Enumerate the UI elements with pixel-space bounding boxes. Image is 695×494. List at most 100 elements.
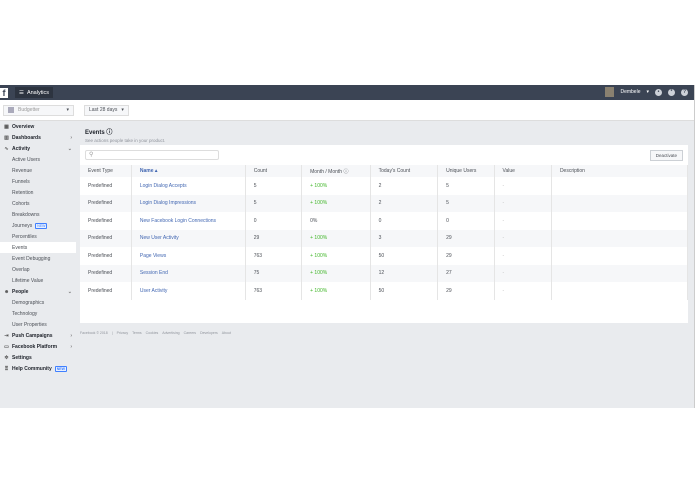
sidebar-item-percentiles[interactable]: Percentiles [0,231,76,242]
user-menu[interactable]: Dembele [620,89,641,95]
table-cell: - [494,229,552,247]
table-row: Predefined Page Views 763 + 100% 50 29- [80,247,689,265]
sidebar-item-label: Events [12,244,28,251]
footer-link: | [111,331,113,335]
app-selector[interactable]: Budgetter ▾ [3,104,74,116]
sidebar-item-lifetime-value[interactable]: Lifetime Value [0,275,76,286]
table-cell [551,264,689,282]
table-row: Predefined New User Activity 29 + 100% 3 29- [80,229,689,247]
chevron-icon: › [70,134,72,141]
event-name-link[interactable]: Login Dialog Impressions [131,194,246,212]
sidebar-item-label: Event Debugging [12,255,51,262]
top-bar: f ☰ Analytics Dembele ▾ • * ? [0,85,694,100]
event-name-link[interactable]: Page Views [131,247,246,265]
page-subtitle: See actions people take in your product. [85,138,166,143]
column-header: Value [494,165,552,177]
sidebar-item-facebook-platform[interactable]: ▭ Facebook Platform › [0,341,76,352]
new-badge: NEW [54,365,67,372]
events-panel: ⚲ Deactivate Event Type Name ▴ Count Month … [80,145,689,323]
sidebar-item-overlap[interactable]: Overlap [0,264,76,275]
sidebar-item-retention[interactable]: Retention [0,187,76,198]
sidebar-item-cohorts[interactable]: Cohorts [0,198,76,209]
analytics-app: f ☰ Analytics Dembele ▾ • * ? Budgetter ▾ L… [0,85,695,408]
sidebar-item-event-debugging[interactable]: Event Debugging [0,253,76,264]
footer-link[interactable]: About [221,331,231,335]
footer-link: Facebook © 2018 [80,331,108,335]
table-cell: + 100% [301,264,371,282]
column-header[interactable]: Name ▴ [131,165,246,177]
table-cell: + 100% [301,282,371,300]
facebook-logo[interactable]: f [0,87,8,98]
sidebar-item-label: Active Users [12,156,41,163]
footer-link[interactable]: Terms [132,331,142,335]
sidebar-item-dashboards[interactable]: ▥ Dashboards › [0,132,76,143]
table-cell: 3 [370,229,439,247]
sidebar-item-breakdowns[interactable]: Breakdowns [0,209,76,220]
app-menu-button[interactable]: ☰ Analytics [15,87,53,98]
footer-link[interactable]: Advertising [162,331,180,335]
footer-link[interactable]: Careers [183,331,197,335]
sidebar-item-label: Dashboards [12,134,41,141]
sidebar-item-demographics[interactable]: Demographics [0,297,76,308]
sidebar-item-revenue[interactable]: Revenue [0,165,76,176]
event-name-link[interactable]: New Facebook Login Connections [131,212,246,230]
chevron-down-icon: ▾ [646,89,649,95]
event-name-link[interactable]: Session End [131,264,246,282]
sidebar-item-journeys[interactable]: Journeys NEW [0,220,76,231]
sidebar-item-label: Funnels [12,178,30,185]
footer: Facebook © 2018 | Privacy Terms Cookies Adver… [80,323,688,343]
event-name-link[interactable]: User Activity [131,282,246,300]
footer-link[interactable]: Developers [200,331,218,335]
event-name-link[interactable]: Login Dialog Accepts [131,177,246,195]
sidebar-item-push-campaigns[interactable]: ⇥ Push Campaigns › [0,330,76,341]
search-input[interactable]: ⚲ [85,150,219,160]
table-cell: Predefined [80,264,132,282]
sidebar-item-people[interactable]: ☻ People ⌄ [0,286,76,297]
toolbar: Budgetter ▾ Last 28 days ▾ [0,100,694,121]
sidebar-item-technology[interactable]: Technology [0,308,76,319]
info-icon[interactable]: ⓘ [106,130,113,136]
push-icon: ⇥ [4,332,9,339]
table-cell: 12 [370,264,439,282]
main-content: Events ⓘ See actions people take in your… [80,121,689,343]
sidebar-item-overview[interactable]: ▦ Overview [0,121,76,132]
sidebar-item-settings[interactable]: ✲ Settings [0,352,76,363]
footer-link[interactable]: Cookies [145,331,159,335]
avatar[interactable] [605,87,615,97]
table-cell: - [494,247,552,265]
table-cell [551,212,689,230]
column-header: Event Type [80,165,132,177]
footer-link[interactable]: Privacy [116,331,129,335]
sidebar-item-active-users[interactable]: Active Users [0,154,76,165]
sidebar: ▦ Overview ▥ Dashboards › ∿ Activity ⌄ Active Us… [0,121,76,374]
help-icon[interactable]: ? [681,88,688,96]
activity-icon: ∿ [4,145,9,152]
sidebar-item-label: Push Campaigns [12,332,53,339]
sidebar-item-user-properties[interactable]: User Properties [0,319,76,330]
sidebar-item-funnels[interactable]: Funnels [0,176,76,187]
table-cell: 27 [437,264,495,282]
table-cell: 0 [370,212,439,230]
bell-icon[interactable]: • [655,88,662,96]
sidebar-item-label: Demographics [12,299,45,306]
gear-icon[interactable]: * [668,88,675,96]
deactivate-button[interactable]: Deactivate [649,149,683,161]
dashboard-icon: ▥ [4,134,9,141]
date-range-selector[interactable]: Last 28 days ▾ [84,104,129,116]
table-cell: Predefined [80,229,132,247]
table-cell: 0% [301,212,371,230]
event-name-link[interactable]: New User Activity [131,229,246,247]
table-cell: 5 [437,177,495,195]
chevron-icon: › [70,343,72,350]
chevron-icon: › [70,332,72,339]
column-header[interactable]: Month / Month ⓘ [301,165,371,177]
table-cell: 29 [437,229,495,247]
sidebar-item-activity[interactable]: ∿ Activity ⌄ [0,143,76,154]
overview-icon: ▦ [4,123,9,130]
help-icon: ⍰ [4,365,8,372]
sidebar-item-events[interactable]: Events [0,242,76,253]
table-cell: - [494,194,552,212]
sidebar-item-help-community[interactable]: ⍰ Help Community NEW [0,363,76,374]
table-cell: 5 [437,194,495,212]
table-cell: + 100% [301,177,371,195]
